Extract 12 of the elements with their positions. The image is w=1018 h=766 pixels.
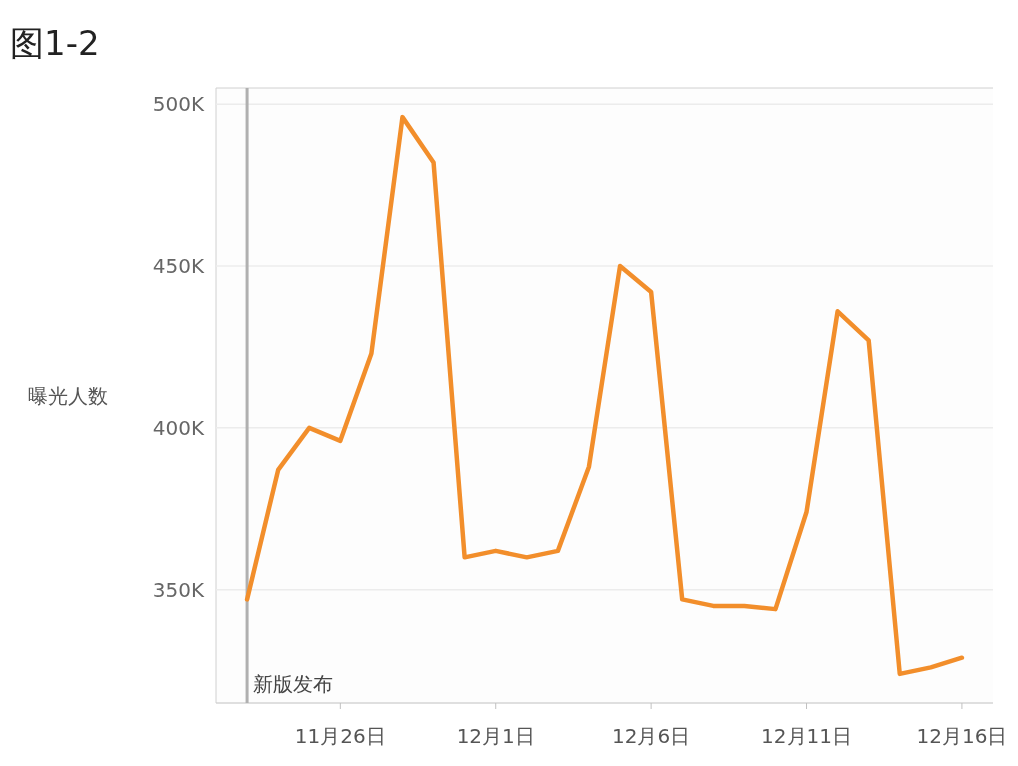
x-tick-label: 12月1日 [456, 724, 535, 748]
y-tick-label: 450K [152, 254, 205, 279]
chart-title: 图1-2 [10, 23, 100, 63]
y-tick-label: 500K [152, 92, 205, 117]
ref-line-label: 新版发布 [253, 672, 334, 696]
x-tick-label: 12月6日 [612, 724, 691, 748]
y-tick-label: 350K [152, 577, 205, 602]
y-tick-label: 400K [152, 415, 205, 440]
x-tick-label: 11月26日 [294, 724, 386, 748]
x-tick-label: 12月16日 [916, 724, 1008, 748]
y-axis-title: 曝光人数 [28, 383, 108, 408]
x-tick-label: 12月11日 [761, 724, 852, 748]
